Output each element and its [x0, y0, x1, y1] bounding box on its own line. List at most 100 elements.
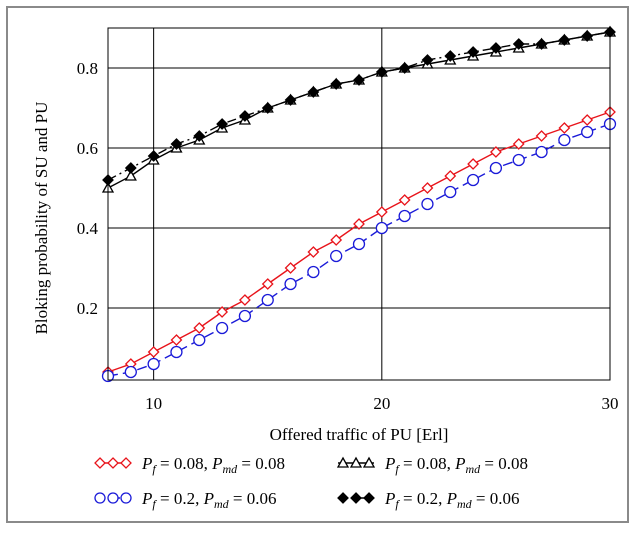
data-point	[261, 293, 274, 307]
data-point	[421, 197, 434, 211]
data-point	[489, 146, 502, 158]
y-tick-label: 0.4	[77, 219, 99, 238]
data-point	[353, 218, 365, 230]
series-line	[107, 31, 611, 181]
data-point	[216, 118, 229, 130]
data-point	[330, 78, 343, 90]
data-point	[124, 169, 137, 181]
y-tick-label: 0.8	[77, 59, 98, 78]
series-blue	[101, 117, 617, 383]
x-tick-label: 20	[373, 394, 390, 413]
legend-item-dia: Pf = 0.2, Pmd = 0.06	[337, 489, 519, 511]
data-point	[421, 54, 434, 66]
data-point	[398, 209, 411, 223]
data-point	[94, 457, 106, 469]
data-point	[375, 206, 388, 218]
data-point	[398, 62, 411, 74]
data-point	[362, 456, 376, 468]
data-point	[489, 42, 502, 54]
legend-label: Pf = 0.2, Pmd = 0.06	[141, 489, 276, 511]
data-point	[307, 246, 320, 258]
data-point	[107, 492, 119, 504]
x-axis-label: Offered traffic of PU [Erl]	[270, 425, 449, 444]
series-dia	[102, 26, 616, 186]
series-line	[107, 31, 611, 189]
legend-item-red: Pf = 0.08, Pmd = 0.08	[94, 454, 285, 476]
data-point	[261, 278, 274, 290]
data-point	[238, 294, 251, 306]
data-point	[375, 221, 388, 235]
y-tick-label: 0.6	[77, 139, 98, 158]
data-point	[284, 94, 297, 106]
data-point	[558, 122, 571, 134]
data-point	[352, 237, 366, 251]
data-point	[170, 138, 183, 150]
data-point	[193, 322, 206, 334]
data-point	[375, 66, 388, 78]
data-point	[120, 457, 132, 469]
data-point	[147, 357, 160, 371]
data-point	[337, 492, 349, 504]
data-point	[107, 457, 119, 469]
data-point	[467, 158, 480, 170]
data-point	[193, 130, 206, 142]
data-point	[581, 114, 594, 126]
data-point	[193, 333, 206, 347]
legend-item-blue: Pf = 0.2, Pmd = 0.06	[94, 489, 276, 511]
data-point	[120, 492, 132, 504]
data-point	[261, 102, 274, 114]
data-point	[336, 456, 350, 468]
legend: Pf = 0.08, Pmd = 0.08 Pf = 0.2, Pmd = 0.0…	[94, 454, 528, 511]
data-point	[349, 456, 363, 468]
data-point	[581, 30, 594, 42]
data-point	[330, 234, 343, 246]
data-point	[307, 86, 320, 98]
data-point	[466, 173, 480, 187]
data-point	[215, 321, 229, 335]
data-point	[363, 492, 375, 504]
data-point	[535, 145, 548, 159]
data-point	[284, 262, 297, 274]
data-point	[535, 130, 548, 142]
data-point	[581, 125, 594, 139]
data-point	[467, 46, 480, 58]
series-layer	[101, 25, 617, 383]
series-tri	[101, 25, 617, 193]
data-point	[512, 153, 525, 167]
data-point	[170, 334, 183, 346]
x-tick-label: 30	[602, 394, 619, 413]
data-point	[444, 185, 457, 199]
data-point	[124, 162, 137, 174]
y-tick-label: 0.2	[77, 299, 98, 318]
tick-labels: 10 20 30 0.2 0.4 0.6 0.8	[77, 59, 619, 413]
data-point	[238, 309, 252, 323]
data-point	[216, 306, 229, 318]
data-point	[94, 492, 106, 504]
data-point	[444, 50, 457, 62]
data-point	[307, 265, 320, 279]
x-tick-label: 10	[145, 394, 162, 413]
data-point	[170, 345, 183, 359]
data-point	[398, 194, 411, 206]
data-point	[350, 492, 362, 504]
data-point	[558, 133, 571, 147]
legend-item-tri: Pf = 0.08, Pmd = 0.08	[336, 454, 528, 476]
data-point	[330, 249, 343, 263]
data-point	[444, 170, 457, 182]
data-point	[284, 277, 297, 291]
data-point	[512, 138, 525, 150]
data-point	[124, 365, 137, 379]
legend-label: Pf = 0.2, Pmd = 0.06	[384, 489, 519, 511]
legend-label: Pf = 0.08, Pmd = 0.08	[141, 454, 285, 476]
data-point	[535, 38, 548, 50]
data-point	[558, 34, 571, 46]
data-point	[238, 110, 251, 122]
data-point	[147, 150, 160, 162]
data-point	[489, 161, 503, 175]
data-point	[353, 74, 365, 86]
data-point	[147, 346, 160, 358]
y-axis-label: Bloking probability of SU and PU	[32, 102, 51, 335]
data-point	[512, 38, 525, 50]
